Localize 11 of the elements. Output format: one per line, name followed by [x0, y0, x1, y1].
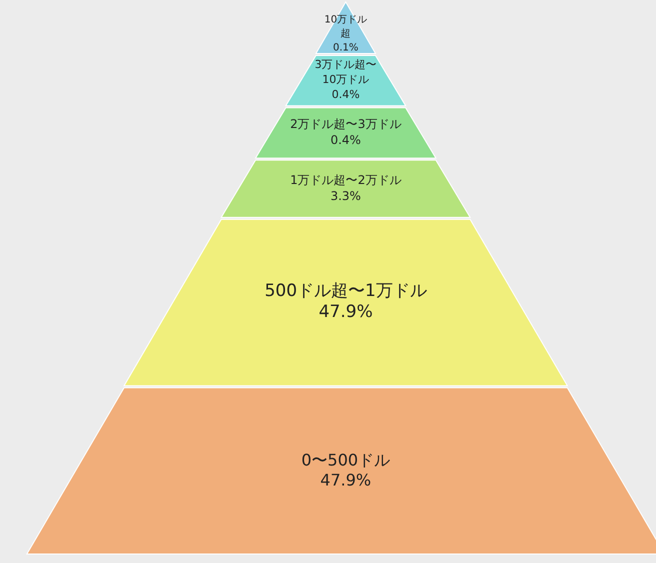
category-label: 1万ドル超〜2万ドル [290, 172, 402, 187]
data-label: 47.9% [318, 302, 373, 322]
category-label: 3万ドル超〜10万ドル [314, 58, 377, 86]
category-label: 2万ドル超〜3万ドル [290, 116, 402, 131]
data-label: 3.3% [330, 188, 361, 203]
category-label: 0〜500ドル [301, 450, 390, 470]
category-label: 500ドル超〜1万ドル [264, 281, 427, 302]
data-label: 47.9% [320, 470, 372, 490]
data-label: 0.1% [333, 42, 358, 54]
data-label: 0.4% [332, 88, 360, 102]
data-label: 0.4% [330, 132, 361, 147]
